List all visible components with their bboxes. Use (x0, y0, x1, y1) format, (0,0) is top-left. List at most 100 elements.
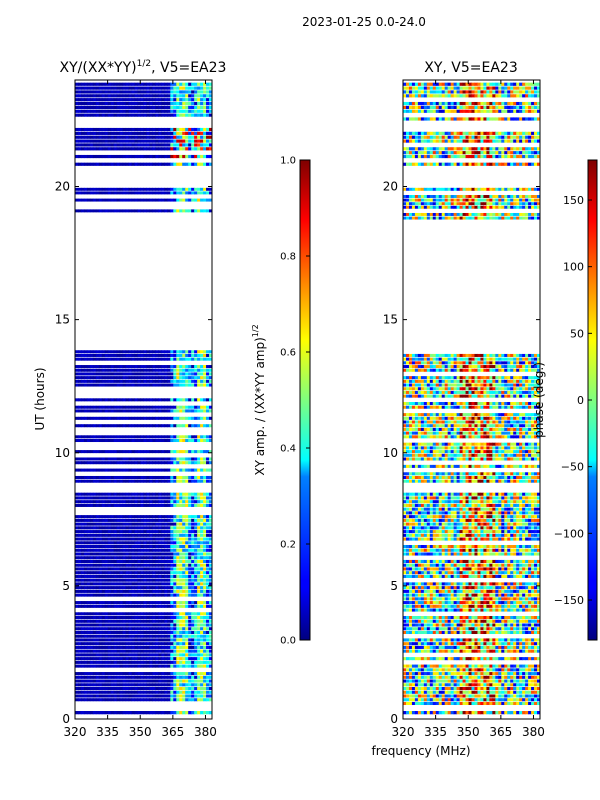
heatmap-cell (480, 701, 484, 706)
heatmap-cell (179, 198, 183, 202)
heatmap-cell (480, 711, 484, 715)
heatmap-cell (450, 683, 455, 687)
heatmap-cell (95, 109, 100, 113)
heatmap-cell (140, 604, 144, 608)
heatmap-cell (197, 619, 201, 623)
heatmap-cell (501, 701, 505, 706)
heatmap-cell (113, 589, 118, 593)
heatmap-cell (182, 438, 186, 443)
heatmap-cell (128, 113, 133, 117)
heatmap-cell (438, 664, 443, 668)
heatmap-cell (152, 86, 156, 90)
heatmap-cell (155, 694, 159, 698)
heatmap-cell (194, 376, 198, 380)
heatmap-cell (113, 131, 118, 135)
heatmap-cell (408, 690, 413, 694)
heatmap-cell (83, 353, 88, 357)
heatmap-cell (128, 567, 133, 571)
heatmap-cell (143, 500, 147, 504)
heatmap-cell (77, 372, 82, 376)
heatmap-cell (459, 711, 464, 715)
heatmap-cell (89, 698, 94, 702)
heatmap-cell (75, 376, 79, 380)
heatmap-cell (161, 409, 165, 413)
heatmap-cell (185, 675, 189, 679)
heatmap-cell (185, 500, 189, 504)
heatmap-cell (86, 86, 91, 90)
heatmap-cell (477, 668, 481, 672)
heatmap-cell (134, 135, 139, 139)
heatmap-cell (107, 653, 112, 657)
heatmap-cell (206, 616, 210, 620)
heatmap-cell (194, 582, 198, 586)
heatmap-cell (170, 94, 174, 98)
heatmap-cell (80, 98, 85, 102)
heatmap-cell (456, 701, 461, 706)
heatmap-cell (182, 368, 186, 372)
heatmap-cell (119, 209, 124, 213)
heatmap-cell (164, 90, 168, 94)
heatmap-cell (86, 545, 91, 549)
heatmap-cell (86, 672, 91, 676)
heatmap-cell (86, 563, 91, 567)
heatmap-cell (86, 127, 91, 132)
heatmap-cell (170, 383, 174, 387)
heatmap-cell (119, 657, 124, 661)
heatmap-cell (203, 574, 207, 578)
heatmap-cell (209, 563, 212, 567)
heatmap-cell (137, 571, 142, 575)
heatmap-cell (75, 350, 79, 354)
heatmap-cell (161, 457, 165, 461)
heatmap-cell (134, 586, 139, 590)
heatmap-cell (209, 679, 212, 683)
heatmap-cell (176, 571, 180, 575)
heatmap-cell (194, 604, 198, 608)
heatmap-cell (116, 475, 121, 479)
heatmap-cell (197, 657, 201, 661)
heatmap-cell (194, 503, 198, 507)
heatmap-cell (182, 694, 186, 698)
heatmap-cell (182, 649, 186, 653)
heatmap-cell (75, 545, 79, 549)
heatmap-cell (140, 578, 144, 582)
heatmap-cell (173, 690, 177, 694)
heatmap-cell (179, 694, 183, 698)
heatmap-cell (176, 191, 180, 195)
heatmap-cell (75, 475, 79, 479)
heatmap-cell (403, 675, 407, 679)
heatmap-cell (104, 405, 109, 409)
heatmap-cell (203, 105, 207, 109)
heatmap-cell (203, 683, 207, 687)
heatmap-cell (423, 664, 428, 668)
heatmap-cell (537, 675, 540, 679)
heatmap-cell (152, 586, 156, 590)
heatmap-cell (95, 357, 100, 361)
heatmap-cell (83, 634, 88, 638)
heatmap-cell (188, 479, 192, 483)
heatmap-cell (206, 424, 210, 428)
heatmap-cell (197, 500, 201, 504)
heatmap-cell (170, 424, 174, 428)
heatmap-cell (125, 571, 130, 575)
heatmap-cell (140, 365, 144, 369)
heatmap-cell (417, 690, 422, 694)
heatmap-cell (480, 683, 484, 687)
heatmap-cell (161, 98, 165, 102)
heatmap-cell (188, 586, 192, 590)
heatmap-cell (119, 604, 124, 608)
heatmap-cell (537, 687, 540, 691)
heatmap-cell (134, 131, 139, 135)
heatmap-cell (137, 135, 142, 139)
heatmap-cell (158, 98, 162, 102)
heatmap-cell (107, 209, 112, 213)
heatmap-cell (131, 638, 136, 642)
heatmap-cell (77, 496, 82, 500)
heatmap-cell (403, 683, 407, 687)
heatmap-cell (504, 698, 508, 702)
heatmap-cell (137, 660, 142, 664)
heatmap-cell (176, 612, 180, 616)
heatmap-cell (104, 191, 109, 195)
heatmap-cell (122, 593, 127, 597)
heatmap-cell (414, 672, 419, 676)
heatmap-cell (125, 627, 130, 631)
